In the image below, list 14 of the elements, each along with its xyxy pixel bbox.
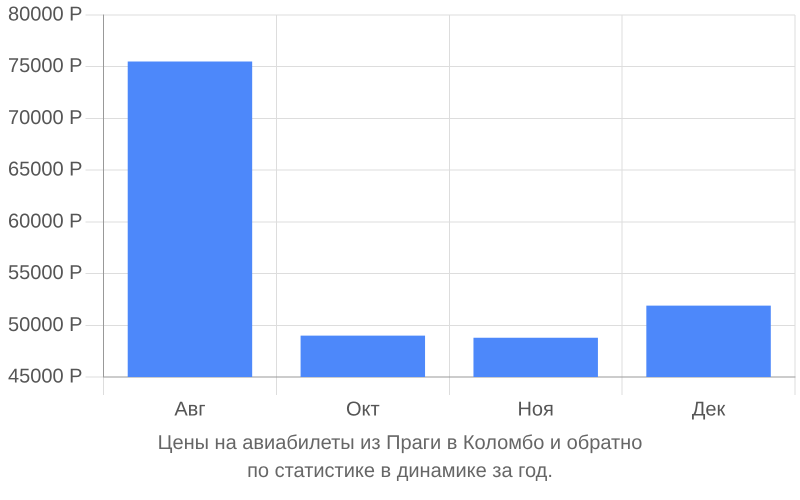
x-tick-label: Окт [346, 398, 380, 421]
y-tick-label: 55000 Р [8, 262, 83, 284]
y-tick-label: 65000 Р [8, 158, 83, 181]
x-tick-label: Дек [692, 398, 726, 421]
x-tick-label: Авг [174, 398, 206, 421]
x-tick-label: Ноя [517, 398, 554, 421]
y-tick-label: 50000 Р [8, 314, 83, 336]
text: по статистике в динамике за год. [246, 459, 554, 484]
y-tick-label: 70000 Р [8, 106, 83, 129]
y-tick-label: 75000 Р [8, 55, 83, 78]
y-tick-label: 45000 Р [8, 366, 83, 388]
text: Цены на авиабилеты из Праги в Коломбо и обратно [156, 431, 644, 456]
y-tick-label: 80000 Р [8, 4, 83, 26]
y-tick-label: 60000 Р [8, 210, 83, 232]
